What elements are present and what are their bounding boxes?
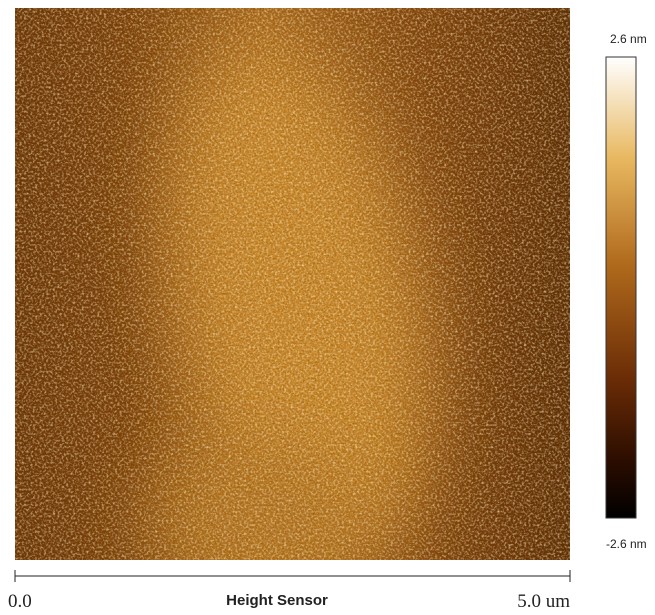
texture-bright (15, 8, 570, 560)
color-scale (606, 57, 636, 518)
scale-max: 2.6 nm (610, 32, 647, 46)
height-image (15, 8, 570, 600)
afm-page: 2.6 nm -2.6 nm 0.0 Height Sensor 5.0 um (0, 0, 655, 615)
scale-min: -2.6 nm (606, 537, 647, 551)
axis-end: 5.0 um (517, 591, 570, 612)
axis-start: 0.0 (8, 591, 32, 612)
image-title: Height Sensor (226, 592, 328, 609)
